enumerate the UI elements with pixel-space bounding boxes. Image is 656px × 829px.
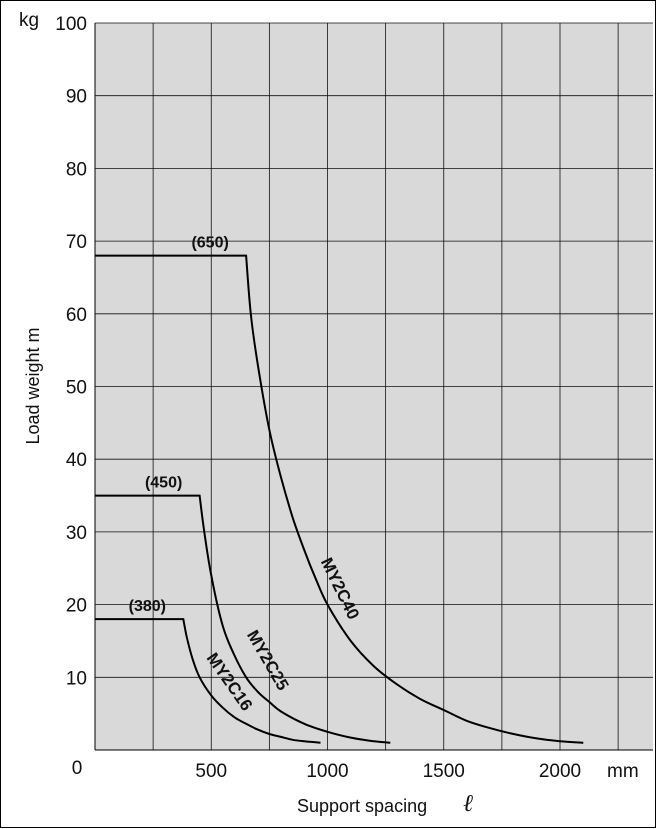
y-tick-label: 80 [66, 159, 87, 180]
y-tick-label: 40 [66, 450, 87, 471]
x-axis-symbol: ℓ [463, 789, 473, 817]
y-tick-label: 60 [66, 305, 87, 326]
x-unit-label: mm [607, 761, 639, 782]
y-tick-label: 20 [66, 596, 87, 617]
y-tick-label: 70 [66, 232, 87, 253]
series-line-my2c25 [95, 494, 391, 744]
series-line-my2c16 [95, 618, 321, 744]
x-tick-label: 0 [72, 758, 83, 779]
series-curves [95, 254, 584, 744]
y-axis-title: Load weight m [23, 327, 43, 444]
y-tick-label: 90 [66, 87, 87, 108]
x-tick-label: 2000 [539, 761, 581, 782]
x-tick-label: 500 [195, 761, 227, 782]
x-tick-label: 1000 [306, 761, 348, 782]
series-line-my2c40 [95, 254, 584, 744]
y-unit-label: kg [19, 10, 39, 31]
knee-annotation: (450) [145, 475, 182, 492]
x-tick-label: 1500 [423, 761, 465, 782]
knee-annotation: (380) [129, 598, 166, 615]
x-axis-title: Support spacing [297, 796, 427, 816]
y-tick-label: 50 [66, 378, 87, 399]
grid [94, 22, 653, 751]
y-tick-label: 100 [55, 14, 87, 35]
y-tick-label: 10 [66, 668, 87, 689]
y-tick-label: 30 [66, 523, 87, 544]
knee-annotation: (650) [191, 235, 228, 252]
